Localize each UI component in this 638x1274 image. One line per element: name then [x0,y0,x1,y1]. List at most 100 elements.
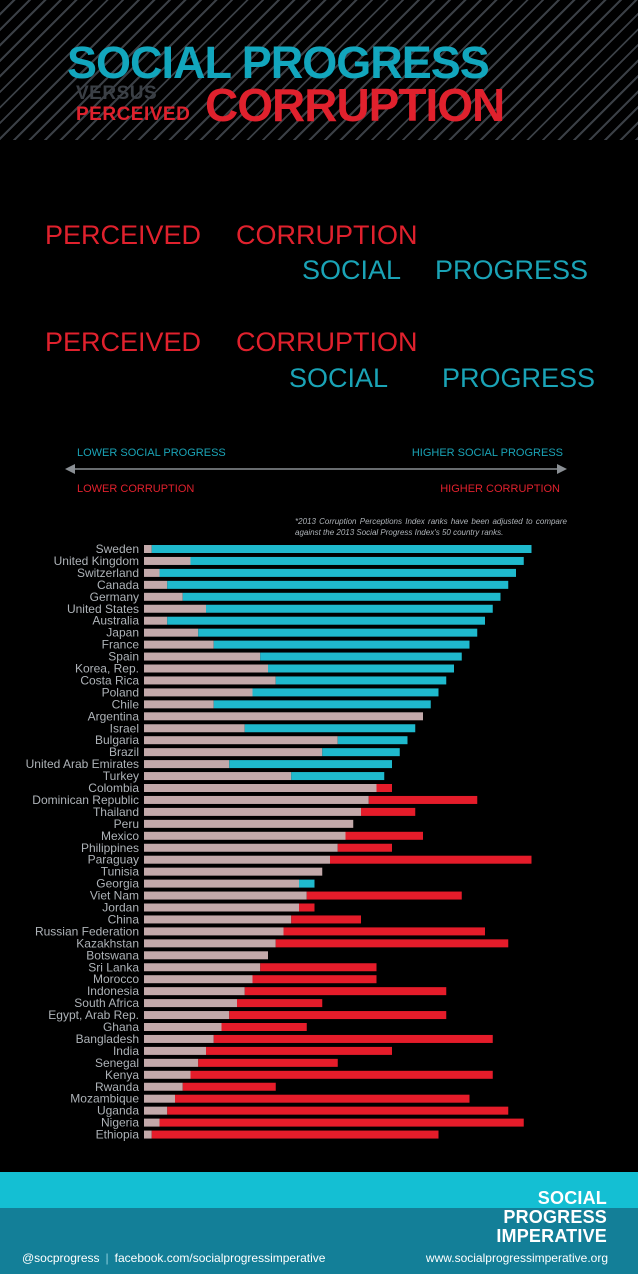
country-label: Kazakhstan [76,936,139,950]
social-progress-bar [244,724,416,733]
country-label: Rwanda [95,1080,139,1094]
corruption-bar [368,795,478,804]
country-label: Ethiopia [96,1128,140,1142]
overlap-bar [144,795,369,804]
overlap-bar [144,1106,168,1115]
corruption-bar [151,1130,439,1139]
country-label: United Kingdom [54,554,139,568]
country-label: Egypt, Arab Rep. [48,1008,139,1022]
legend-lower-corruption: LOWER CORRUPTION [77,483,195,495]
title-versus: VERSUS [76,83,158,104]
overlap-bar [144,784,377,792]
corruption-bar [206,1046,392,1055]
overlap-bar [144,867,323,876]
country-label: Germany [90,590,139,604]
overlap-bar [144,712,423,721]
overlap-bar [144,903,299,912]
country-label: Philippines [81,841,139,855]
country-label: Poland [102,685,139,699]
brand-logo: SOCIAL PROGRESS IMPERATIVE [496,1188,607,1246]
overlap-bar [144,807,361,816]
legend-higher-corruption: HIGHER CORRUPTION [440,483,560,495]
country-label: Nigeria [101,1116,139,1130]
corruption-bar [244,987,447,996]
overlap-bar [144,1046,206,1055]
social-progress-bar [252,688,439,697]
country-label: Canada [97,578,139,592]
social-progress-bar [182,592,501,601]
country-label: Georgia [96,877,139,891]
overlap-bar [144,664,268,673]
row2-word-b: PROGRESS [435,255,589,285]
country-label: Sweden [96,542,139,556]
country-label: Chile [112,697,140,711]
country-label: Indonesia [87,984,139,998]
divider: | [105,1251,109,1265]
row1-word-b: CORRUPTION [236,220,418,250]
title-perceived: PERCEIVED [76,104,191,125]
corruption-bar [330,855,532,864]
corruption-bar [376,784,392,792]
corruption-bar [306,891,462,900]
social-progress-bar [268,664,454,673]
corruption-bar [260,963,377,972]
title-social-progress: SOCIAL PROGRESS [67,37,490,88]
country-label: Colombia [88,781,139,795]
facebook-link[interactable]: facebook.com/socialprogressimperative [114,1251,326,1265]
country-label: Korea, Rep. [75,662,139,676]
country-label: Israel [110,721,139,735]
double-arrow-icon [65,464,567,474]
overlap-bar [144,1082,183,1091]
overlap-bar [144,628,199,637]
corruption-bar [190,1070,493,1079]
overlap-bar [144,724,245,733]
social-progress-bar [206,604,493,613]
social-progress-bar [213,700,431,709]
country-label: Turkey [103,769,139,783]
overlap-bar [144,604,206,613]
country-label: United States [67,602,139,616]
country-label: Botswana [86,948,139,962]
corruption-bar [213,1034,493,1043]
country-label: Costa Rica [80,673,139,687]
row2-word-a: SOCIAL [302,255,402,285]
overlap-bar [144,545,152,553]
corruption-bar [361,807,416,816]
social-progress-bar [151,545,532,553]
overlap-bar [144,748,323,757]
country-label: Morocco [93,972,139,986]
social-progress-bar [198,628,478,637]
overlap-bar [144,831,346,840]
overlap-bar [144,556,191,565]
social-progress-bar [159,568,516,577]
corruption-bar [159,1118,524,1127]
overlap-bar [144,855,330,864]
overlap-bar [144,700,214,709]
twitter-handle-link[interactable]: @socprogress [22,1251,100,1265]
row4-word-b: PROGRESS [442,363,596,393]
website-link[interactable]: www.socialprogressimperative.org [425,1251,608,1265]
corruption-bar [275,939,509,948]
overlap-bar [144,1058,199,1067]
country-label: Japan [106,626,139,640]
overlap-bar [144,772,292,781]
country-label: Australia [92,614,139,628]
country-label: Bangladesh [76,1032,139,1046]
country-label: India [113,1044,139,1058]
overlap-bar [144,891,307,900]
country-label: United Arab Emirates [26,757,139,771]
country-label: Peru [114,817,139,831]
country-label: Senegal [95,1056,139,1070]
overlap-bar [144,963,261,972]
overlap-bar [144,1011,230,1020]
footer-band-top [0,1172,638,1208]
legend-higher-social: HIGHER SOCIAL PROGRESS [411,447,563,459]
overlap-bar [144,760,230,769]
overlap-bar [144,987,245,996]
footer-band-bottom [0,1208,638,1274]
row3-word-a: PERCEIVED [45,327,202,357]
overlap-bar [144,819,354,828]
overlap-bar [144,1023,222,1031]
overlap-bar [144,592,183,601]
row4-word-a: SOCIAL [289,363,389,393]
